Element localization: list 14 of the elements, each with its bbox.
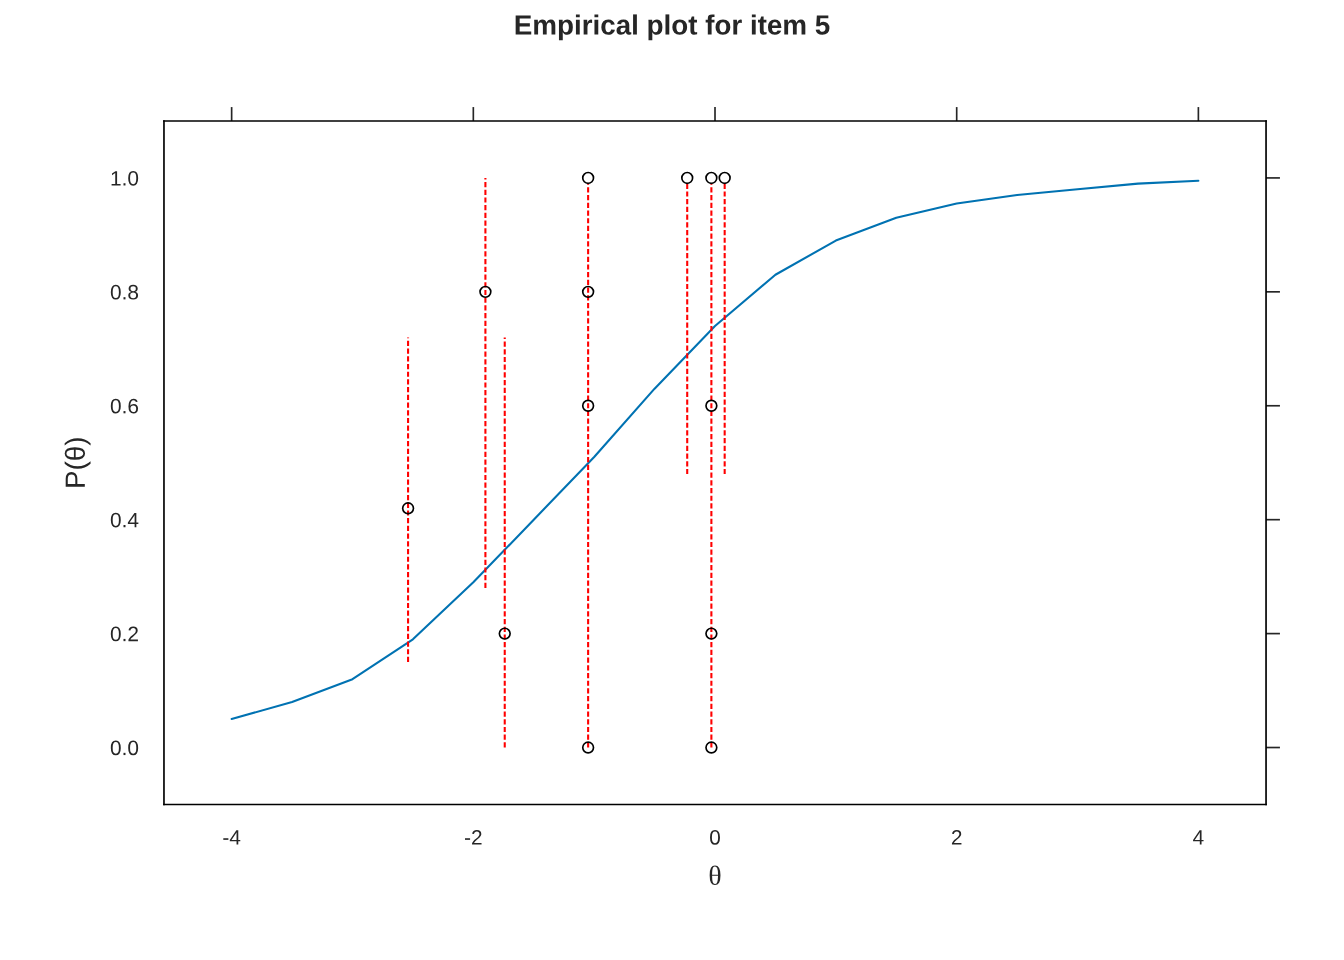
y-tick-label: 0.2 xyxy=(110,626,138,642)
y-tick-label: 0.4 xyxy=(110,512,139,528)
y-tick-label: 0.8 xyxy=(110,284,139,300)
x-tick-label: -2 xyxy=(464,830,482,845)
y-tick-label: 1.0 xyxy=(111,170,139,186)
y-tick-label: 0.0 xyxy=(110,740,139,756)
y-axis-title: P(θ) xyxy=(64,438,91,487)
y-tick-label: 0.6 xyxy=(110,398,139,414)
chart-title: Empirical plot for item 5 xyxy=(515,14,830,41)
x-tick-label: 0 xyxy=(710,830,720,845)
x-tick-label: -4 xyxy=(223,830,241,845)
x-axis-title: θ xyxy=(709,865,721,886)
x-tick-label: 2 xyxy=(951,830,962,845)
x-tick-label: 4 xyxy=(1193,830,1204,845)
